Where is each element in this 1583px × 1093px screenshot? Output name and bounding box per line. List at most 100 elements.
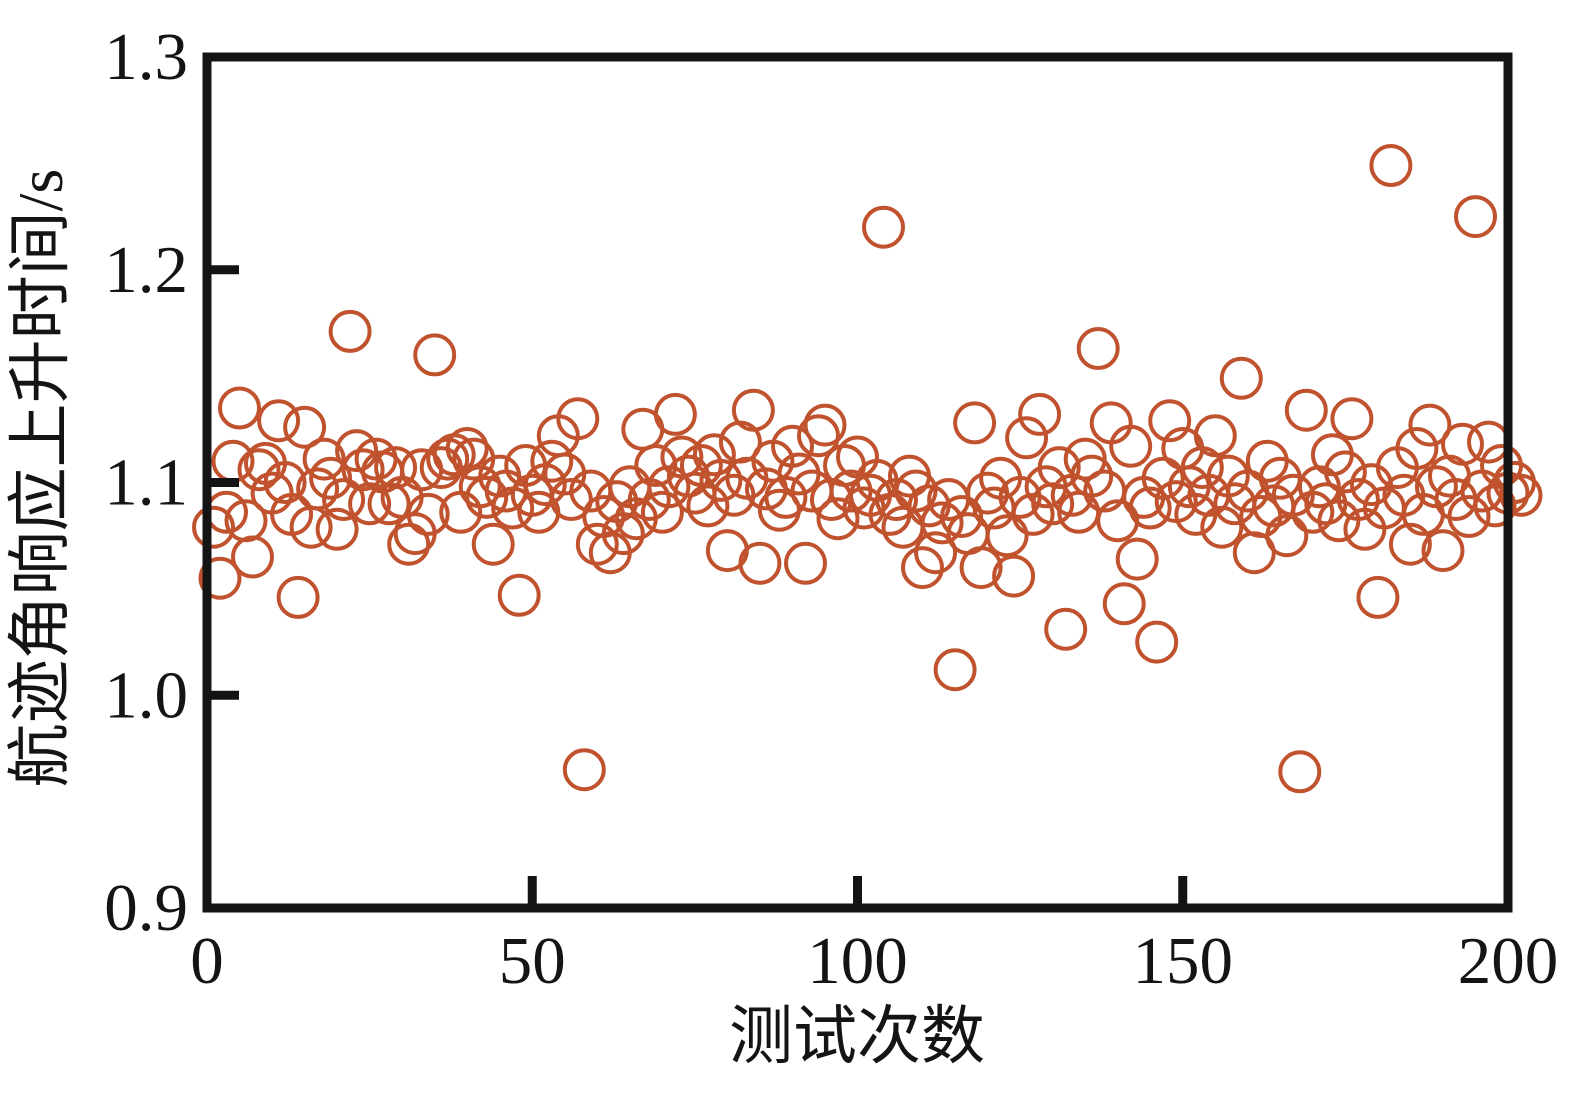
data-point [953, 401, 997, 445]
data-point [530, 439, 574, 483]
data-point [1284, 388, 1328, 432]
data-point [1193, 414, 1237, 458]
tick-labels: 0 50 100 150 200 0.9 1.0 1.1 1.2 1.3 [104, 20, 1558, 998]
x-tick-label: 100 [807, 924, 908, 998]
data-point [302, 437, 346, 481]
data-point [465, 475, 509, 519]
data-point [406, 492, 450, 536]
x-tick-label: 150 [1133, 924, 1234, 998]
data-point [296, 467, 340, 511]
data-point [1441, 422, 1484, 466]
data-point [1219, 356, 1263, 400]
data-point [933, 648, 977, 692]
data-point [1128, 486, 1172, 530]
data-point [497, 573, 541, 617]
data-point [1005, 416, 1049, 460]
data-point [1421, 529, 1465, 573]
data-point [1467, 420, 1510, 464]
data-point [1102, 582, 1146, 626]
data-point [1109, 424, 1153, 468]
data-point [894, 469, 938, 513]
data-point [686, 484, 730, 528]
y-tick-label: 0.9 [104, 871, 188, 945]
data-point [699, 458, 743, 502]
data-point [198, 556, 242, 600]
data-point [1388, 522, 1432, 566]
data-point [471, 522, 515, 566]
data-point [1018, 392, 1062, 436]
data-point [335, 429, 379, 473]
data-point [322, 478, 366, 521]
data-point [1076, 327, 1120, 370]
data-point [959, 546, 1003, 590]
data-point [1011, 492, 1055, 536]
data-point [797, 414, 840, 458]
y-tick-label: 1.1 [104, 446, 188, 520]
data-point [640, 490, 684, 534]
data-point [257, 399, 301, 443]
data-point [1070, 454, 1114, 498]
data-point [237, 448, 281, 492]
data-point [283, 405, 327, 449]
data-points [192, 144, 1543, 794]
data-point [1323, 450, 1367, 494]
data-point [263, 461, 307, 504]
x-axis-title: 测试次数 [729, 1001, 985, 1072]
data-point [276, 575, 320, 619]
data-point [1454, 195, 1497, 239]
data-point [445, 427, 489, 470]
tick-marks [211, 265, 1188, 904]
data-point [771, 424, 814, 468]
data-point [1089, 401, 1133, 445]
data-point [315, 507, 359, 551]
data-point [601, 512, 645, 556]
data-point [816, 497, 860, 541]
y-tick-label: 1.3 [104, 20, 188, 94]
x-tick-label: 0 [190, 924, 224, 998]
data-point [875, 478, 918, 521]
data-point [1037, 446, 1081, 490]
data-point [1265, 514, 1309, 558]
data-point [192, 505, 235, 549]
data-point [1408, 403, 1452, 447]
data-point [634, 444, 678, 487]
data-point [1395, 427, 1439, 470]
data-point [914, 531, 958, 575]
y-tick-label: 1.0 [104, 658, 188, 732]
data-point [1135, 620, 1179, 664]
data-point [328, 309, 372, 353]
data-point [920, 501, 964, 545]
data-point [862, 205, 905, 249]
data-point [556, 397, 600, 441]
data-point [653, 392, 697, 436]
data-point [231, 535, 274, 579]
data-point [738, 541, 782, 585]
data-point [731, 388, 775, 432]
data-point [1356, 575, 1400, 619]
axes [202, 52, 1513, 913]
data-point [309, 456, 353, 500]
y-axis-title: 航迹角响应上升时间/s [5, 169, 76, 788]
data-point [692, 433, 736, 477]
data-point [413, 333, 457, 377]
data-point [992, 554, 1036, 598]
data-point [1115, 537, 1159, 581]
data-point [1200, 505, 1244, 549]
data-point [985, 514, 1029, 558]
data-point [1148, 399, 1192, 443]
plot-frame [202, 52, 1513, 913]
data-point [784, 541, 827, 585]
data-point [1044, 607, 1088, 651]
data-point [1278, 750, 1322, 794]
data-point [1499, 473, 1543, 517]
data-point [1141, 456, 1185, 500]
data-point [1330, 397, 1374, 441]
data-point [562, 748, 606, 792]
data-point [1369, 144, 1413, 187]
data-point [764, 475, 808, 519]
data-point [901, 546, 944, 590]
data-point [1447, 495, 1491, 538]
data-point [1336, 478, 1380, 521]
